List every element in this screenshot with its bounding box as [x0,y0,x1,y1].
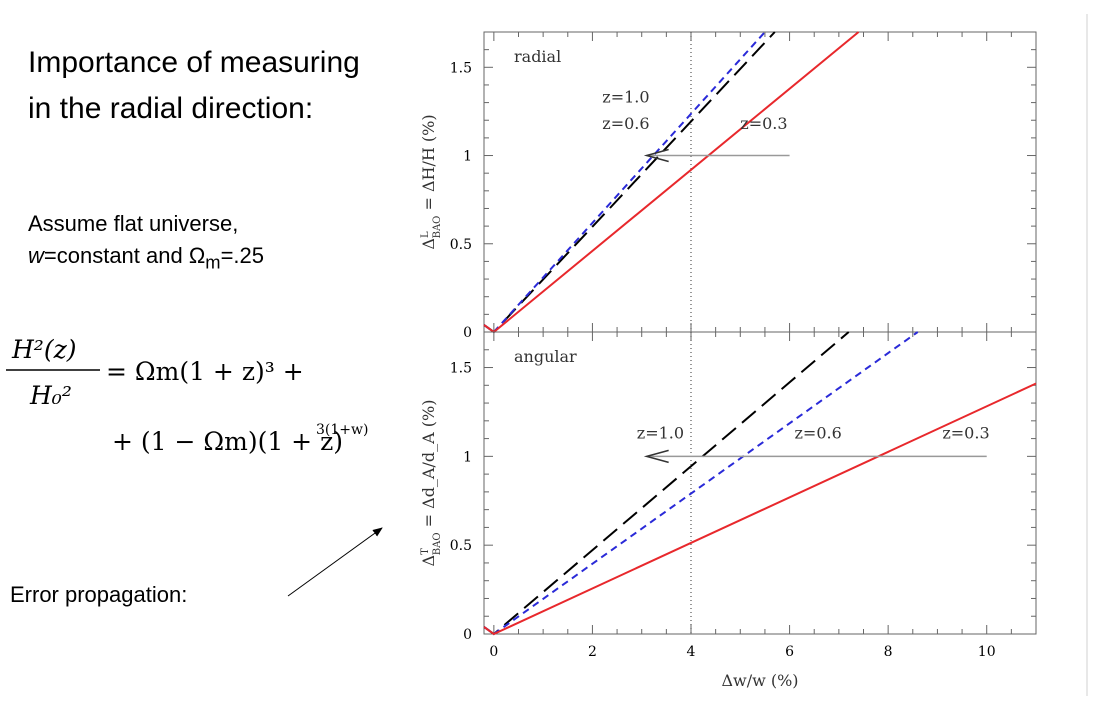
y-tick-label: 0.5 [450,237,472,253]
slide-edge-divider [1086,14,1088,696]
y-tick-label: 0 [463,325,472,341]
series-z06 [483,331,919,636]
y-tick-label: 1 [463,149,472,165]
x-tick-label: 10 [978,644,996,660]
x-tick-label: 2 [588,644,597,660]
assumption-line1: Assume flat universe, [28,211,239,236]
y-tick-label: 0.5 [450,538,472,554]
eq-rhs-exponent: 3(1+w) [316,422,368,438]
assumption-end: =.25 [220,243,264,268]
curve-label: z=0.6 [602,114,649,133]
eq-lhs-numerator: H²(z) [11,335,77,364]
x-tick-label: 6 [785,644,794,660]
assumption-mid: =constant and Ω [43,243,206,268]
y-tick-label: 1.5 [450,60,472,76]
y-axis-label: ΔLBAO = ΔH/H (%) [419,114,443,249]
series-z06 [483,31,766,334]
series-z03 [483,382,1037,636]
panel-angular: 0 0.5 1 1.5 0 2 4 6 8 10 Δw/w (%) angular z=1.0 z=0.6… [419,331,1037,690]
friedmann-equation: H²(z) H₀² = Ωm(1 + z)³ + + (1 − Ωm)(1 + … [6,335,368,456]
x-tick-label: 4 [687,644,696,660]
panel-frame [483,31,1037,333]
error-propagation-label: Error propagation: [10,582,188,607]
error-arrow-line [287,527,383,597]
slide-heading: Importance of measuring in the radial di… [28,46,360,125]
eq-rhs-line1: = Ωm(1 + z)³ + [106,357,304,386]
curve-label: z=0.3 [942,424,989,443]
curve-label: z=1.0 [602,88,649,107]
series-z10 [483,31,776,334]
panel-title: radial [514,47,561,66]
x-tick-label: 8 [884,644,893,660]
curve-label: z=0.3 [740,114,787,133]
annotation-arrow-head [643,449,669,464]
series-z03 [483,31,860,334]
assumption-sub: m [205,251,221,273]
annotation-arrow-head [643,148,669,163]
x-axis-label: Δw/w (%) [721,671,798,690]
bao-error-chart: 0 0.5 1 1.5 radial z=1.0 z=0.6 z=0.3 ΔLBAO = ΔH/… [419,31,1037,690]
assumption-w: w [28,243,44,268]
eq-lhs-denominator: H₀² [29,381,72,410]
curve-label: z=0.6 [795,424,842,443]
eq-rhs-line2: + (1 − Ωm)(1 + z) [112,427,343,456]
assumption-text: Assume flat universe, w=constant and Ωm=… [28,208,388,278]
x-tick-label: 0 [489,644,498,660]
y-tick-label: 1.5 [450,361,472,377]
panel-title: angular [514,347,577,366]
curve-label: z=1.0 [637,424,684,443]
y-tick-label: 0 [463,627,472,643]
y-tick-label: 1 [463,449,472,465]
panel-frame [483,331,1037,635]
y-axis-label: ΔTBAO = Δd_A/d_A (%) [419,400,443,567]
panel-radial: 0 0.5 1 1.5 radial z=1.0 z=0.6 z=0.3 ΔLBAO = ΔH/… [419,31,1037,341]
series-z10 [483,331,850,636]
